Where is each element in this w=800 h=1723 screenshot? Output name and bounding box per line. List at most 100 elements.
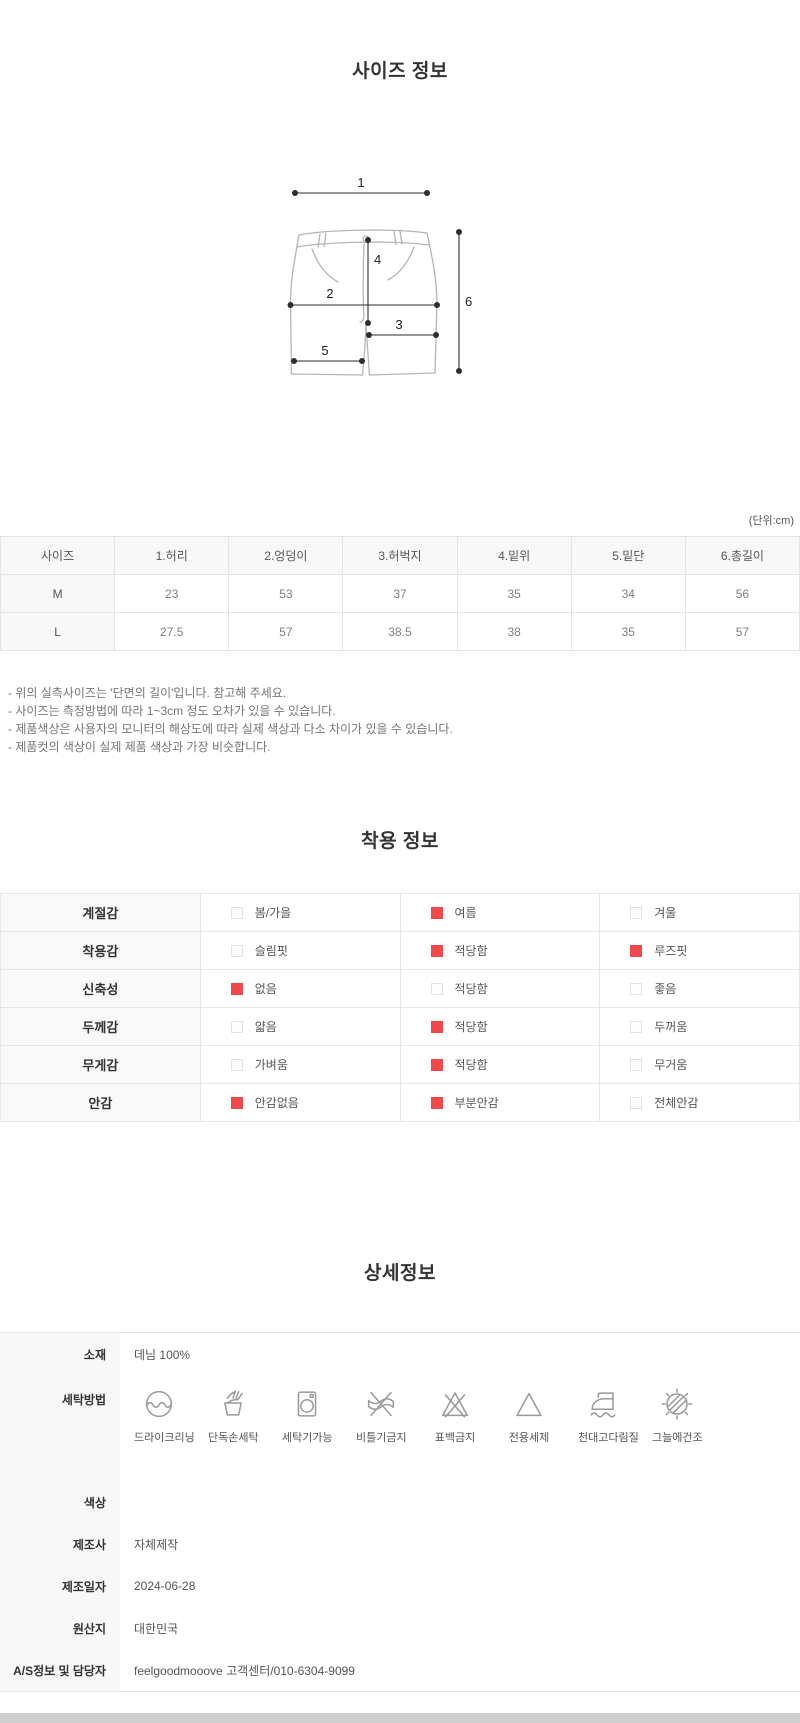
iron-with-cloth-icon (584, 1385, 622, 1423)
fit-option-cell: 전체안감 (599, 1083, 800, 1122)
measure-label-6: 6 (465, 294, 472, 309)
fit-option-cell: 슬림핏 (199, 931, 401, 970)
fit-option-label: 여름 (454, 906, 477, 920)
fit-row: 신축성 없음 적당함 좋음 (0, 969, 800, 1008)
care-icon-label: 비틀기금지 (356, 1432, 407, 1444)
checkbox-checked-icon (430, 1021, 443, 1033)
checkbox-unchecked-icon (430, 983, 443, 995)
size-table-header-cell: 5.밑단 (570, 536, 686, 575)
checkbox-unchecked-icon (630, 1059, 643, 1071)
fit-option-cell: 좋음 (599, 969, 800, 1008)
detail-row-label: 제조일자 (0, 1565, 120, 1607)
care-icon-item: 세탁기가능 (282, 1385, 333, 1445)
fit-section-title: 착용 정보 (361, 831, 439, 852)
fit-option-label: 가벼움 (254, 1058, 288, 1072)
detail-row-label: 소재 (0, 1333, 120, 1375)
size-value-cell: 35 (456, 574, 572, 613)
size-table-header-cell: 6.총길이 (684, 536, 800, 575)
care-icon-item: 비틀기금지 (356, 1385, 407, 1445)
fit-table-body: 계절감 봄/가을 여름 겨울 착용감 슬림핏 적당함 루즈핏 신축성 없음 적당함 좋음 두께감 얇음 적당… (0, 893, 800, 1122)
measurement-lines: 1 2 3 4 5 6 (287, 178, 472, 374)
fit-row: 착용감 슬림핏 적당함 루즈핏 (0, 931, 800, 970)
size-table-head: 사이즈 1.허리 2.엉덩이 3.허벅지 4.밑위 5.밑단 6.총길이 (0, 536, 800, 575)
fit-option-label: 적당함 (454, 944, 488, 958)
fit-option-cell: 가벼움 (199, 1045, 401, 1084)
size-table-header-cell: 2.엉덩이 (228, 536, 344, 575)
care-icon-item: 전용세제 (504, 1385, 554, 1445)
care-icon-item: 천대고다림질 (578, 1385, 639, 1445)
fit-table: 계절감 봄/가을 여름 겨울 착용감 슬림핏 적당함 루즈핏 신축성 없음 적당함 좋음 두께감 얇음 적당… (0, 893, 800, 1122)
dry-in-shade-icon (658, 1385, 696, 1423)
measure-label-2: 2 (326, 286, 333, 301)
size-value-cell: 34 (570, 574, 686, 613)
checkbox-unchecked-icon (630, 1021, 643, 1033)
measure-label-3: 3 (395, 317, 402, 332)
fit-option-cell: 두꺼움 (599, 1007, 800, 1046)
size-value-cell: 38.5 (342, 612, 458, 651)
detail-table: 소재 데님 100% 세탁방법 드라이크리닝 단독손세탁 세탁기가능 비틀기금지 표백금지 전용… (0, 1332, 800, 1692)
fit-option-label: 겨울 (654, 906, 677, 920)
fit-option-label: 적당함 (454, 1058, 488, 1072)
measure-label-4: 4 (374, 252, 381, 267)
detail-row-label: 제조사 (0, 1523, 120, 1565)
size-value-cell: 53 (228, 574, 344, 613)
fit-option-cell: 안감없음 (199, 1083, 401, 1122)
care-icons-row: 드라이크리닝 단독손세탁 세탁기가능 비틀기금지 표백금지 전용세제 천대고다림질 그늘에건조 (134, 1385, 726, 1445)
detail-row-value: 자체제작 (134, 1537, 179, 1552)
detail-row-value: 2024-06-28 (134, 1579, 196, 1593)
detail-row-label: 색상 (0, 1481, 120, 1523)
care-icon-label: 드라이크리닝 (134, 1432, 195, 1444)
detail-row-value (120, 1481, 134, 1523)
unit-note: (단위:cm) (748, 515, 794, 527)
detail-row-value: 드라이크리닝 단독손세탁 세탁기가능 비틀기금지 표백금지 전용세제 천대고다림질 그늘에건조 (120, 1375, 726, 1481)
fit-option-label: 얇음 (254, 1020, 277, 1034)
care-icon-label: 천대고다림질 (578, 1432, 639, 1444)
size-table-body: M 23 53 37 35 34 56 L 27.5 57 38.5 38 35 57 (0, 574, 800, 651)
no-bleach-icon (436, 1385, 474, 1423)
detail-row: 원산지 대한민국 (0, 1607, 800, 1649)
detail-row: 제조사 자체제작 (0, 1523, 800, 1565)
size-table-row: L 27.5 57 38.5 38 35 57 (0, 612, 800, 651)
fit-row: 무게감 가벼움 적당함 무거움 (0, 1045, 800, 1084)
size-value-cell: 23 (114, 574, 230, 613)
fit-option-cell: 여름 (399, 893, 601, 932)
size-note-line: - 사이즈는 측정방법에 따라 1~3cm 정도 오차가 있을 수 있습니다. (8, 704, 336, 718)
fit-option-label: 적당함 (454, 982, 488, 996)
no-wring-icon (362, 1385, 400, 1423)
fit-row: 계절감 봄/가을 여름 겨울 (0, 893, 800, 932)
size-table-header-cell: 3.허벅지 (342, 536, 458, 575)
size-table-header-cell: 1.허리 (114, 536, 230, 575)
special-detergent-icon (510, 1385, 548, 1423)
fit-option-label: 무거움 (654, 1058, 688, 1072)
detail-row-value: feelgoodmooove 고객센터/010-6304-9099 (134, 1663, 355, 1678)
detail-row: 색상 (0, 1481, 800, 1523)
checkbox-checked-icon (230, 983, 243, 995)
fit-row: 두께감 얇음 적당함 두꺼움 (0, 1007, 800, 1046)
size-name-cell: M (0, 574, 116, 613)
care-icon-label: 그늘에건조 (652, 1432, 703, 1444)
detail-row-label: A/S정보 및 담당자 (0, 1649, 120, 1691)
fit-category-label: 신축성 (0, 969, 201, 1008)
size-value-cell: 37 (342, 574, 458, 613)
size-table-header-cell: 사이즈 (0, 536, 116, 575)
checkbox-checked-icon (430, 907, 443, 919)
checkbox-unchecked-icon (230, 1059, 243, 1071)
fit-category-label: 두께감 (0, 1007, 201, 1046)
checkbox-checked-icon (430, 1059, 443, 1071)
size-value-cell: 57 (684, 612, 800, 651)
fit-option-cell: 얇음 (199, 1007, 401, 1046)
size-note-line: - 제품컷의 색상이 실제 제품 색상과 가장 비슷합니다. (8, 740, 271, 754)
checkbox-unchecked-icon (230, 945, 243, 957)
fit-option-cell: 무거움 (599, 1045, 800, 1084)
fit-option-label: 두꺼움 (654, 1020, 688, 1034)
detail-row-label: 세탁방법 (0, 1375, 120, 1481)
size-note-line: - 위의 실측사이즈는 '단면의 길이'입니다. 참고해 주세요. (8, 686, 287, 700)
fit-category-label: 안감 (0, 1083, 201, 1122)
size-value-cell: 57 (228, 612, 344, 651)
checkbox-checked-icon (230, 1097, 243, 1109)
fit-option-cell: 부분안감 (399, 1083, 601, 1122)
care-icon-item: 단독손세탁 (208, 1385, 259, 1445)
measure-label-1: 1 (357, 178, 364, 190)
fit-option-cell: 적당함 (399, 1007, 601, 1046)
size-table-header-row: 사이즈 1.허리 2.엉덩이 3.허벅지 4.밑위 5.밑단 6.총길이 (0, 536, 800, 575)
